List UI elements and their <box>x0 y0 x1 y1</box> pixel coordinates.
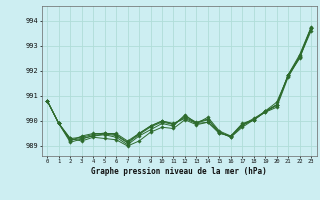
X-axis label: Graphe pression niveau de la mer (hPa): Graphe pression niveau de la mer (hPa) <box>91 167 267 176</box>
